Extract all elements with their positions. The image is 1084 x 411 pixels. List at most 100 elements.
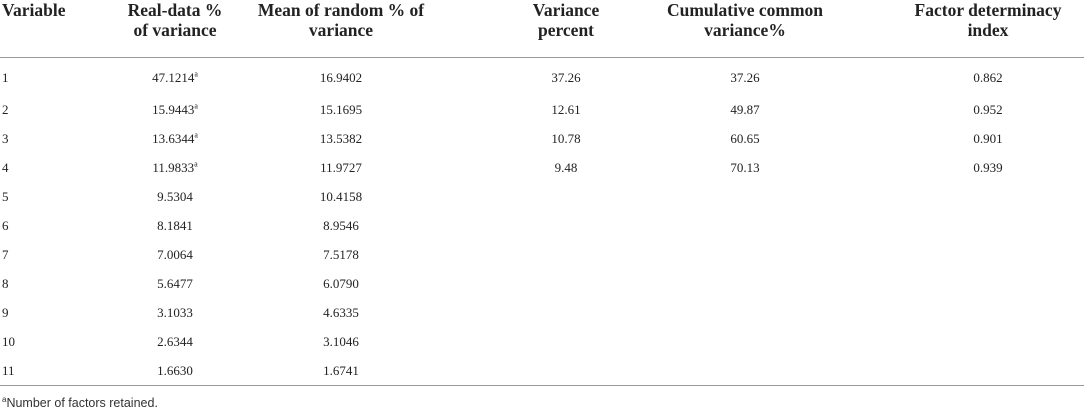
cell-real-data: 1.6630 — [90, 356, 226, 386]
cell-mean-random: 15.1695 — [226, 95, 492, 124]
cell-mean-random-value: 8.9546 — [323, 217, 359, 233]
cell-cumulative — [640, 182, 892, 211]
cell-variance-percent-value: 37.26 — [551, 69, 581, 85]
cell-variance-percent: 37.26 — [492, 58, 640, 96]
variance-table: Variable Real-data % of variance Mean of… — [0, 0, 1084, 386]
cell-real-data-value: 5.6477 — [157, 275, 193, 291]
cell-variable: 9 — [0, 298, 90, 327]
footnote: aNumber of factors retained. — [2, 394, 158, 410]
cell-variable: 5 — [0, 182, 90, 211]
cell-fdi-value: 0.939 — [973, 159, 1003, 175]
cell-real-data-value: 15.9443 — [152, 101, 195, 117]
header-variable: Variable — [2, 0, 66, 20]
cell-mean-random-value: 1.6741 — [323, 362, 359, 378]
cell-variable: 1 — [0, 58, 90, 96]
header-cumulative: Cumulative common variance% — [666, 0, 824, 40]
cell-cumulative — [640, 240, 892, 269]
cell-cumulative: 49.87 — [640, 95, 892, 124]
cell-fdi-value: 0.862 — [973, 69, 1003, 85]
table-row: 9 3.1033 4.6335 — [0, 298, 1084, 327]
cell-variable-value: 2 — [2, 101, 9, 117]
cell-fdi — [892, 240, 1084, 269]
cell-variable: 7 — [0, 240, 90, 269]
cell-fdi — [892, 298, 1084, 327]
cell-real-data-value: 2.6344 — [157, 333, 193, 349]
cell-variable: 11 — [0, 356, 90, 386]
cell-mean-random-value: 3.1046 — [323, 333, 359, 349]
cell-real-data-value: 3.1033 — [157, 304, 193, 320]
cell-real-data-value: 9.5304 — [157, 188, 193, 204]
cell-real-data: 15.9443a — [90, 95, 226, 124]
cell-cumulative — [640, 298, 892, 327]
cell-real-data-value: 11.9833 — [152, 159, 195, 175]
retained-marker: a — [194, 159, 198, 169]
table-row: 3 13.6344a 13.5382 10.78 60.65 0.901 — [0, 124, 1084, 153]
header-variance-percent: Variance percent — [532, 0, 600, 40]
cell-variance-percent-value: 10.78 — [551, 130, 581, 146]
cell-variable: 10 — [0, 327, 90, 356]
cell-fdi: 0.862 — [892, 58, 1084, 96]
cell-variance-percent: 12.61 — [492, 95, 640, 124]
table-row: 7 7.0064 7.5178 — [0, 240, 1084, 269]
retained-marker: a — [194, 130, 198, 140]
cell-variance-percent — [492, 240, 640, 269]
footnote-marker: a — [2, 394, 7, 404]
cell-fdi: 0.901 — [892, 124, 1084, 153]
cell-cumulative: 60.65 — [640, 124, 892, 153]
cell-variable-value: 11 — [2, 362, 15, 378]
cell-mean-random-value: 16.9402 — [319, 69, 363, 85]
cell-variable-value: 6 — [2, 217, 9, 233]
cell-mean-random: 7.5178 — [226, 240, 492, 269]
cell-variance-percent: 10.78 — [492, 124, 640, 153]
cell-variable-value: 3 — [2, 130, 9, 146]
cell-variable-value: 8 — [2, 275, 9, 291]
cell-fdi — [892, 182, 1084, 211]
cell-mean-random-value: 15.1695 — [319, 101, 363, 117]
table-body: 1 47.1214a 16.9402 37.26 37.26 0.862 2 15.9443a… — [0, 58, 1084, 386]
table-row: 6 8.1841 8.9546 — [0, 211, 1084, 240]
cell-variable-value: 1 — [2, 69, 9, 85]
table-header: Variable Real-data % of variance Mean of… — [0, 0, 1084, 58]
cell-variance-percent-value: 12.61 — [551, 101, 581, 117]
header-real-data: Real-data % of variance — [127, 0, 223, 40]
cell-cumulative — [640, 356, 892, 386]
retained-marker: a — [194, 101, 198, 111]
cell-fdi — [892, 327, 1084, 356]
cell-mean-random-value: 11.9727 — [320, 159, 362, 175]
cell-fdi — [892, 269, 1084, 298]
cell-variable-value: 4 — [2, 159, 9, 175]
cell-cumulative — [640, 211, 892, 240]
header-row: Variable Real-data % of variance Mean of… — [0, 0, 1084, 58]
cell-real-data: 13.6344a — [90, 124, 226, 153]
cell-variance-percent: 9.48 — [492, 153, 640, 182]
cell-mean-random-value: 7.5178 — [323, 246, 359, 262]
cell-mean-random: 3.1046 — [226, 327, 492, 356]
cell-cumulative: 37.26 — [640, 58, 892, 96]
cell-cumulative — [640, 327, 892, 356]
cell-variable: 6 — [0, 211, 90, 240]
cell-fdi: 0.952 — [892, 95, 1084, 124]
cell-real-data-value: 8.1841 — [157, 217, 193, 233]
cell-real-data: 8.1841 — [90, 211, 226, 240]
table-row: 8 5.6477 6.0790 — [0, 269, 1084, 298]
cell-real-data: 11.9833a — [90, 153, 226, 182]
table-row: 2 15.9443a 15.1695 12.61 49.87 0.952 — [0, 95, 1084, 124]
cell-mean-random-value: 6.0790 — [323, 275, 359, 291]
cell-fdi — [892, 356, 1084, 386]
cell-cumulative-value: 37.26 — [730, 69, 760, 85]
cell-cumulative: 70.13 — [640, 153, 892, 182]
cell-variance-percent — [492, 211, 640, 240]
cell-fdi-value: 0.952 — [973, 101, 1003, 117]
cell-real-data-value: 47.1214 — [152, 69, 195, 85]
table-row: 4 11.9833a 11.9727 9.48 70.13 0.939 — [0, 153, 1084, 182]
cell-real-data: 9.5304 — [90, 182, 226, 211]
cell-variable-value: 9 — [2, 304, 9, 320]
cell-fdi — [892, 211, 1084, 240]
cell-real-data-value: 13.6344 — [152, 130, 195, 146]
cell-real-data-value: 7.0064 — [157, 246, 193, 262]
header-fdi: Factor determinacy index — [914, 0, 1062, 40]
cell-mean-random: 4.6335 — [226, 298, 492, 327]
cell-variance-percent — [492, 182, 640, 211]
cell-variable: 8 — [0, 269, 90, 298]
cell-mean-random: 6.0790 — [226, 269, 492, 298]
